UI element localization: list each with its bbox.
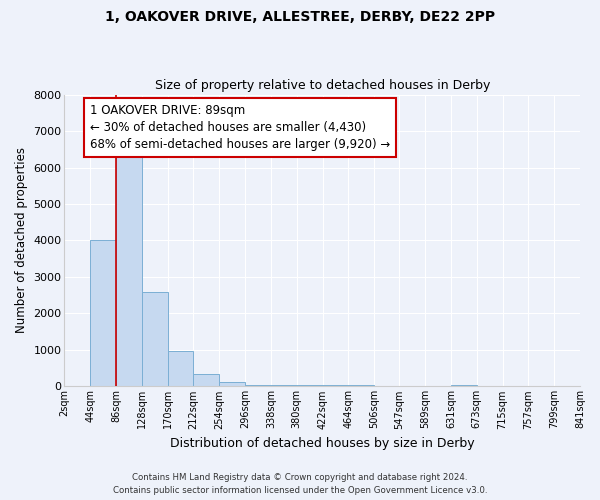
Text: 1, OAKOVER DRIVE, ALLESTREE, DERBY, DE22 2PP: 1, OAKOVER DRIVE, ALLESTREE, DERBY, DE22… bbox=[105, 10, 495, 24]
Text: Contains HM Land Registry data © Crown copyright and database right 2024.
Contai: Contains HM Land Registry data © Crown c… bbox=[113, 474, 487, 495]
Bar bbox=[349, 384, 374, 386]
Bar bbox=[116, 146, 142, 386]
Bar bbox=[142, 292, 167, 386]
Bar bbox=[245, 384, 271, 386]
Bar bbox=[220, 382, 245, 386]
Bar bbox=[271, 384, 297, 386]
Text: 1 OAKOVER DRIVE: 89sqm
← 30% of detached houses are smaller (4,430)
68% of semi-: 1 OAKOVER DRIVE: 89sqm ← 30% of detached… bbox=[90, 104, 391, 150]
Bar bbox=[451, 384, 477, 386]
Bar bbox=[90, 240, 116, 386]
Bar bbox=[323, 384, 349, 386]
Title: Size of property relative to detached houses in Derby: Size of property relative to detached ho… bbox=[155, 79, 490, 92]
Bar bbox=[167, 351, 193, 386]
Bar bbox=[193, 374, 220, 386]
X-axis label: Distribution of detached houses by size in Derby: Distribution of detached houses by size … bbox=[170, 437, 475, 450]
Bar bbox=[297, 384, 323, 386]
Y-axis label: Number of detached properties: Number of detached properties bbox=[15, 148, 28, 334]
